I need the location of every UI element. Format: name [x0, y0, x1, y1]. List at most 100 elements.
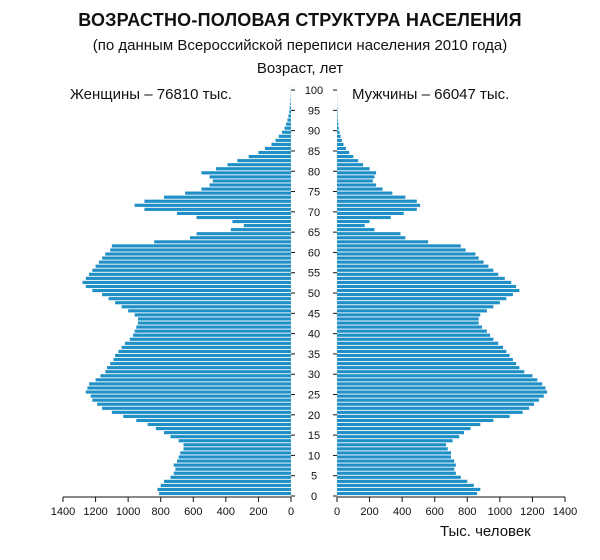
men-bar — [337, 447, 448, 451]
women-bar — [278, 134, 291, 138]
women-bar — [89, 272, 291, 276]
women-bar — [85, 276, 291, 280]
women-x-tick-label: 800 — [152, 506, 170, 518]
men-bar — [337, 207, 417, 211]
men-bar — [337, 240, 429, 244]
men-bar — [337, 118, 338, 122]
women-bar — [201, 187, 291, 191]
age-tick-label: 55 — [308, 268, 320, 280]
age-tick-label: 20 — [308, 410, 320, 422]
women-bar — [173, 471, 291, 475]
men-bar — [337, 228, 375, 232]
men-bar — [337, 451, 451, 455]
women-x-tick-label: 1000 — [116, 506, 140, 518]
men-bar — [337, 491, 478, 496]
men-bar — [337, 252, 476, 256]
women-bar — [85, 284, 291, 289]
men-bar — [337, 467, 455, 471]
women-bar — [129, 337, 291, 341]
men-bar — [337, 471, 456, 475]
men-bar — [337, 244, 461, 248]
men-bar — [337, 142, 344, 146]
women-bar — [258, 150, 291, 155]
women-bar — [286, 122, 291, 126]
men-bar — [337, 130, 340, 134]
women-bar — [290, 102, 291, 106]
women-bar — [288, 114, 291, 118]
men-bar — [337, 175, 375, 179]
women-bar — [134, 313, 291, 317]
men-bar — [337, 398, 539, 402]
men-bar — [337, 406, 530, 410]
men-bar — [337, 426, 471, 431]
women-bar — [177, 211, 291, 215]
men-bar — [337, 402, 535, 406]
men-bar — [337, 337, 494, 341]
men-series-label: Мужчины – 66047 тыс. — [352, 86, 510, 103]
men-x-tick-label: 1400 — [553, 506, 577, 518]
women-bar — [102, 293, 291, 297]
women-bar — [183, 447, 291, 451]
men-bar — [337, 260, 484, 264]
men-bar — [337, 167, 370, 171]
women-bar — [237, 159, 291, 163]
women-bar — [178, 439, 291, 443]
men-bar — [337, 179, 373, 183]
women-bar — [243, 224, 291, 228]
men-bar — [337, 390, 548, 394]
chart-title: ВОЗРАСТНО-ПОЛОВАЯ СТРУКТУРА НАСЕЛЕНИЯ — [78, 10, 522, 30]
women-bar — [110, 248, 291, 252]
women-bar — [111, 410, 291, 414]
men-bar — [337, 215, 391, 220]
women-bar — [180, 451, 291, 455]
men-bar — [337, 150, 350, 155]
men-bar — [337, 414, 510, 418]
women-bar — [185, 191, 291, 195]
men-bar — [337, 463, 456, 467]
men-bar — [337, 443, 447, 447]
men-bar — [337, 138, 342, 142]
women-bar — [190, 236, 291, 240]
men-bar — [337, 435, 460, 439]
women-bar — [144, 199, 291, 203]
men-bar — [337, 325, 482, 329]
women-bar — [287, 118, 291, 122]
women-bar — [115, 353, 291, 358]
women-bar — [95, 378, 291, 382]
women-bar — [87, 386, 292, 390]
women-bar — [105, 252, 291, 256]
women-bar — [284, 126, 291, 130]
men-bar — [337, 114, 338, 118]
women-bar — [232, 219, 291, 224]
men-bar — [337, 357, 513, 362]
women-bar — [282, 130, 291, 134]
men-bar — [337, 293, 513, 297]
women-bar — [163, 479, 291, 483]
women-bar — [102, 406, 291, 410]
women-bar — [163, 431, 291, 435]
men-bar — [337, 126, 339, 130]
men-bar — [337, 297, 507, 301]
women-x-tick-label: 1400 — [51, 506, 75, 518]
men-bar — [337, 122, 339, 126]
age-tick-label: 30 — [308, 369, 320, 381]
women-x-tick-label: 600 — [184, 506, 202, 518]
women-bar — [173, 463, 291, 467]
men-bar — [337, 146, 346, 151]
women-bar — [160, 483, 291, 487]
women-bar — [134, 329, 291, 333]
age-tick-label: 10 — [308, 450, 320, 462]
men-bar — [337, 284, 517, 289]
women-bar — [105, 370, 291, 374]
men-bar — [337, 479, 468, 483]
women-bar — [85, 390, 291, 394]
men-bar — [337, 475, 461, 479]
women-bar — [124, 341, 291, 345]
women-bar — [106, 366, 291, 370]
men-bar — [337, 224, 365, 228]
women-bar — [248, 155, 291, 159]
men-bar — [337, 382, 543, 386]
women-bar — [155, 426, 291, 431]
men-bar — [337, 317, 479, 321]
